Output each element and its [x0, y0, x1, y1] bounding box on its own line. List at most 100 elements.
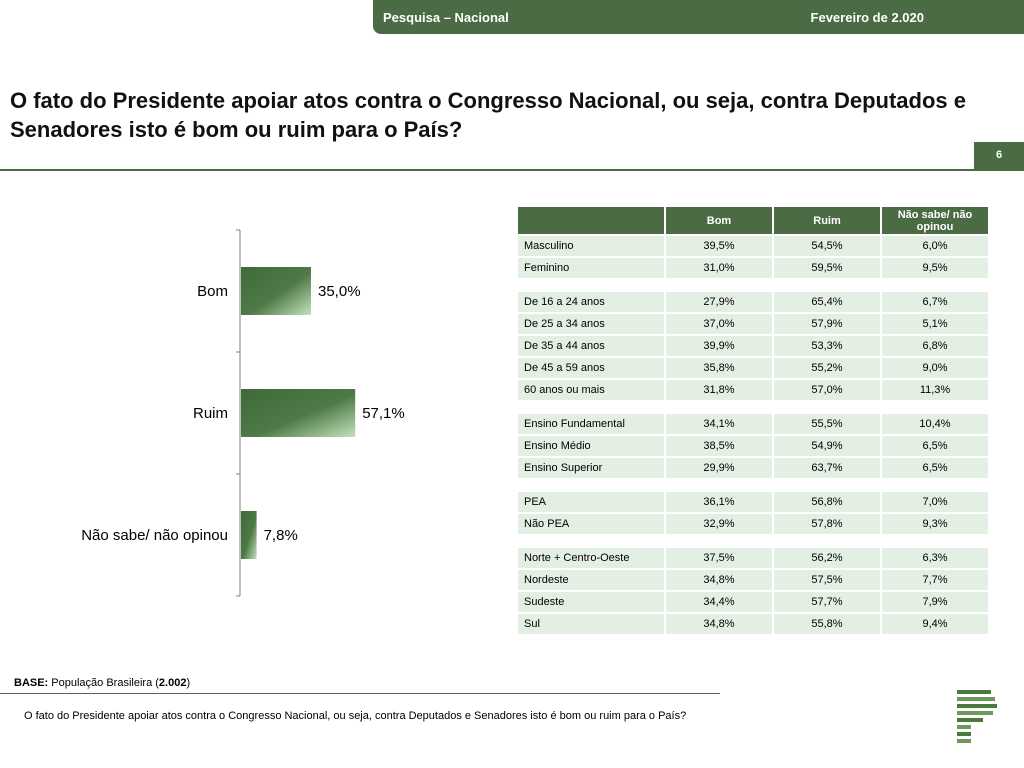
group-spacer — [518, 280, 988, 290]
table-cell: 6,8% — [882, 336, 988, 356]
footer-question: O fato do Presidente apoiar atos contra … — [24, 710, 687, 722]
row-label: Sul — [518, 614, 664, 634]
table-cell: 63,7% — [774, 458, 880, 478]
table-cell: 9,4% — [882, 614, 988, 634]
row-label: De 25 a 34 anos — [518, 314, 664, 334]
footer-divider — [0, 693, 720, 694]
row-label: Não PEA — [518, 514, 664, 534]
row-label: Nordeste — [518, 570, 664, 590]
group-spacer — [518, 480, 988, 490]
bar-3 — [241, 511, 257, 559]
table-cell: 54,5% — [774, 236, 880, 256]
table-row: Ensino Fundamental 34,1% 55,5% 10,4% — [518, 414, 988, 434]
company-logo-icon — [957, 690, 997, 743]
table-row: De 45 a 59 anos 35,8% 55,2% 9,0% — [518, 358, 988, 378]
table-row: De 35 a 44 anos 39,9% 53,3% 6,8% — [518, 336, 988, 356]
table-row: Ensino Superior 29,9% 63,7% 6,5% — [518, 458, 988, 478]
page-title: O fato do Presidente apoiar atos contra … — [10, 88, 966, 142]
table-row: Não PEA 32,9% 57,8% 9,3% — [518, 514, 988, 534]
category-label: Não sabe/ não opinou — [81, 527, 228, 544]
table-cell: 57,9% — [774, 314, 880, 334]
table-row: Sudeste 34,4% 57,7% 7,9% — [518, 592, 988, 612]
table-cell: 59,5% — [774, 258, 880, 278]
title-divider — [0, 169, 1024, 171]
table-row: PEA 36,1% 56,8% 7,0% — [518, 492, 988, 512]
table-cell: 55,8% — [774, 614, 880, 634]
table-cell: 34,4% — [666, 592, 772, 612]
table-row: Feminino 31,0% 59,5% 9,5% — [518, 258, 988, 278]
column-header: Bom — [666, 207, 772, 234]
table-cell: 57,0% — [774, 380, 880, 400]
row-label: Norte + Centro-Oeste — [518, 548, 664, 568]
bar-1 — [241, 267, 311, 315]
base-note: BASE: População Brasileira (2.002) — [14, 677, 190, 689]
bar-2 — [241, 389, 356, 437]
table-cell: 5,1% — [882, 314, 988, 334]
table-cell: 54,9% — [774, 436, 880, 456]
table-cell: 37,5% — [666, 548, 772, 568]
table-cell: 31,0% — [666, 258, 772, 278]
table-corner-cell — [518, 207, 664, 234]
table-cell: 65,4% — [774, 292, 880, 312]
table-cell: 10,4% — [882, 414, 988, 434]
table-cell: 56,2% — [774, 548, 880, 568]
table-cell: 6,5% — [882, 458, 988, 478]
table-cell: 39,5% — [666, 236, 772, 256]
table-cell: 37,0% — [666, 314, 772, 334]
row-label: Ensino Médio — [518, 436, 664, 456]
table-cell: 39,9% — [666, 336, 772, 356]
value-label: 7,8% — [264, 527, 298, 544]
group-spacer — [518, 402, 988, 412]
page-number: 6 — [974, 142, 1024, 169]
table-cell: 11,3% — [882, 380, 988, 400]
value-label: 57,1% — [362, 405, 405, 422]
row-label: Ensino Fundamental — [518, 414, 664, 434]
table-cell: 6,7% — [882, 292, 988, 312]
table-cell: 34,8% — [666, 570, 772, 590]
row-label: PEA — [518, 492, 664, 512]
value-label: 35,0% — [318, 283, 361, 300]
crosstab-table: Bom Ruim Não sabe/ não opinou Masculino 39,… — [516, 205, 990, 636]
table-row: De 25 a 34 anos 37,0% 57,9% 5,1% — [518, 314, 988, 334]
base-text: População Brasileira ( — [48, 677, 159, 689]
table-cell: 53,3% — [774, 336, 880, 356]
row-label: De 45 a 59 anos — [518, 358, 664, 378]
table-cell: 9,5% — [882, 258, 988, 278]
table-cell: 55,5% — [774, 414, 880, 434]
row-label: 60 anos ou mais — [518, 380, 664, 400]
base-n: 2.002 — [158, 677, 187, 689]
table-row: Norte + Centro-Oeste 37,5% 56,2% 6,3% — [518, 548, 988, 568]
survey-date: Fevereiro de 2.020 — [810, 10, 924, 25]
table-cell: 6,3% — [882, 548, 988, 568]
row-label: De 35 a 44 anos — [518, 336, 664, 356]
row-label: Ensino Superior — [518, 458, 664, 478]
table-row: 60 anos ou mais 31,8% 57,0% 11,3% — [518, 380, 988, 400]
row-label: Sudeste — [518, 592, 664, 612]
row-label: Feminino — [518, 258, 664, 278]
survey-scope: Pesquisa – Nacional — [383, 10, 509, 25]
table-row: De 16 a 24 anos 27,9% 65,4% 6,7% — [518, 292, 988, 312]
row-label: Masculino — [518, 236, 664, 256]
column-header: Ruim — [774, 207, 880, 234]
table-cell: 34,1% — [666, 414, 772, 434]
table-cell: 6,0% — [882, 236, 988, 256]
base-label: BASE: — [14, 677, 49, 689]
table-cell: 36,1% — [666, 492, 772, 512]
table-cell: 57,7% — [774, 592, 880, 612]
table-row: Masculino 39,5% 54,5% 6,0% — [518, 236, 988, 256]
category-label: Bom — [197, 283, 228, 300]
table-cell: 31,8% — [666, 380, 772, 400]
category-label: Ruim — [193, 405, 228, 422]
table-row: Ensino Médio 38,5% 54,9% 6,5% — [518, 436, 988, 456]
table-cell: 6,5% — [882, 436, 988, 456]
table-cell: 9,3% — [882, 514, 988, 534]
table-cell: 34,8% — [666, 614, 772, 634]
group-spacer — [518, 536, 988, 546]
table-cell: 7,0% — [882, 492, 988, 512]
column-header: Não sabe/ não opinou — [882, 207, 988, 234]
table-cell: 29,9% — [666, 458, 772, 478]
table-cell: 35,8% — [666, 358, 772, 378]
row-label: De 16 a 24 anos — [518, 292, 664, 312]
table-cell: 55,2% — [774, 358, 880, 378]
table-cell: 56,8% — [774, 492, 880, 512]
